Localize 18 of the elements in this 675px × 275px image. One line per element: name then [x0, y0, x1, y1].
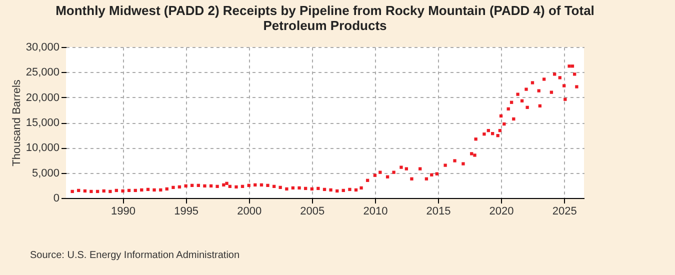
- y-tick-label: 5,000: [32, 167, 60, 180]
- y-tick-label: 20,000: [26, 92, 60, 104]
- y-tick-label: 0: [53, 192, 60, 204]
- chart-title: Monthly Midwest (PADD 2) Receipts by Pipeline from Rocky Mountain (PADD 4) of Total Petroleum Products: [56, 3, 594, 33]
- x-tick-label: 1995: [174, 206, 199, 218]
- y-tick-label: 25,000: [26, 66, 60, 79]
- x-tick-label: 1990: [111, 206, 136, 218]
- source-note: Source: U.S. Energy Information Administration: [30, 250, 240, 261]
- x-tick-label: 2020: [489, 206, 514, 218]
- y-tick-label: 15,000: [26, 117, 60, 129]
- x-tick-label: 2010: [363, 206, 388, 218]
- x-tick-label: 2015: [426, 206, 451, 218]
- x-tick-label: 2000: [237, 206, 262, 218]
- x-tick-label: 2005: [300, 206, 325, 218]
- x-tick-label: 2025: [552, 206, 577, 218]
- y-axis-title: Thousand Barrels: [10, 79, 23, 166]
- y-tick-label: 30,000: [26, 42, 60, 54]
- y-tick-label: 10,000: [26, 142, 60, 154]
